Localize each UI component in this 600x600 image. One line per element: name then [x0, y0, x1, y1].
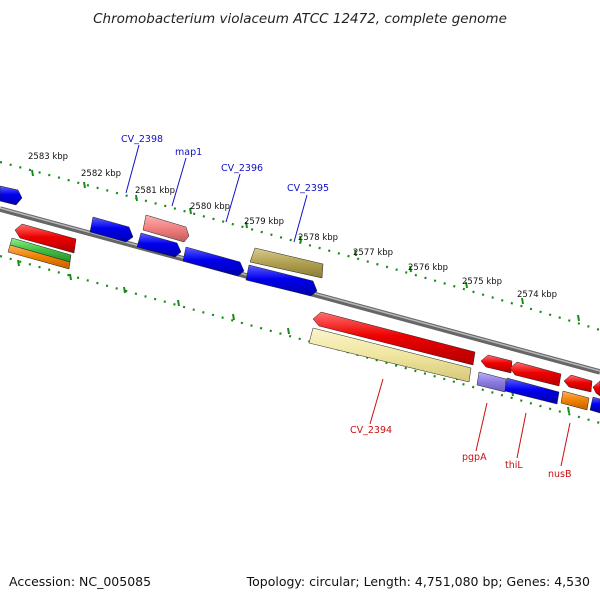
map-title: Chromobacterium violaceum ATCC 12472, co… — [93, 11, 507, 27]
kbp-label: 2576 kbp — [408, 263, 448, 273]
gene-labels-top: CV_2398 map1 CV_2396 CV_2395 — [121, 134, 329, 194]
kbp-label: 2581 kbp — [135, 186, 175, 196]
kbp-label: 2580 kbp — [190, 202, 230, 212]
gene-arrow[interactable] — [182, 246, 245, 277]
kbp-label: 2574 kbp — [517, 290, 557, 300]
gene-label-cv2398[interactable]: CV_2398 — [121, 134, 163, 145]
gene-labels-bottom: CV_2394 pgpA thiL nusB — [350, 425, 572, 480]
outer-major-ticks — [31, 169, 580, 322]
label-leaders-bottom — [369, 378, 571, 467]
kbp-label: 2575 kbp — [462, 277, 502, 287]
gene-label-map1[interactable]: map1 — [175, 147, 202, 158]
kbp-label: 2583 kbp — [28, 152, 68, 162]
gene-arrow[interactable] — [136, 232, 182, 258]
forward-features — [0, 185, 324, 297]
kbp-label: 2579 kbp — [244, 217, 284, 227]
gene-arrow[interactable] — [0, 185, 23, 206]
gene-arrow[interactable] — [312, 311, 476, 366]
gene-arrow[interactable] — [563, 374, 593, 393]
gene-arrow[interactable] — [245, 264, 318, 297]
gene-label-pgpa[interactable]: pgpA — [462, 452, 487, 463]
gene-arrow[interactable] — [589, 396, 600, 414]
gene-arrow[interactable] — [89, 216, 134, 243]
gene-label-cv2394[interactable]: CV_2394 — [350, 425, 392, 436]
gene-arrow[interactable] — [592, 380, 600, 397]
label-leaders-top — [125, 144, 308, 243]
kbp-label: 2582 kbp — [81, 169, 121, 179]
gene-label-nusb[interactable]: nusB — [548, 469, 572, 480]
reverse-features — [7, 223, 600, 414]
gene-arrow[interactable] — [142, 214, 190, 243]
gene-label-cv2395[interactable]: CV_2395 — [287, 183, 329, 194]
gene-arrow[interactable] — [480, 354, 513, 374]
gene-arrow[interactable] — [308, 327, 472, 383]
gene-label-cv2396[interactable]: CV_2396 — [221, 163, 263, 174]
kbp-label: 2578 kbp — [298, 233, 338, 243]
gene-arrow[interactable] — [14, 223, 77, 254]
accession-text: Accession: NC_005085 — [9, 574, 151, 589]
kbp-label: 2577 kbp — [353, 248, 393, 258]
gene-arrow[interactable] — [249, 247, 324, 279]
gene-arrow[interactable] — [476, 371, 507, 393]
kbp-labels: 2583 kbp 2582 kbp 2581 kbp 2580 kbp 2579… — [28, 152, 557, 300]
outer-tick-ring — [0, 160, 600, 332]
genome-summary-text: Topology: circular; Length: 4,751,080 bp… — [246, 574, 590, 589]
gene-arrow[interactable] — [560, 390, 590, 411]
gene-arrow[interactable] — [509, 361, 562, 387]
gene-arrow[interactable] — [504, 377, 560, 405]
gene-label-thil[interactable]: thiL — [505, 460, 523, 471]
gene-arrow[interactable] — [7, 244, 71, 270]
